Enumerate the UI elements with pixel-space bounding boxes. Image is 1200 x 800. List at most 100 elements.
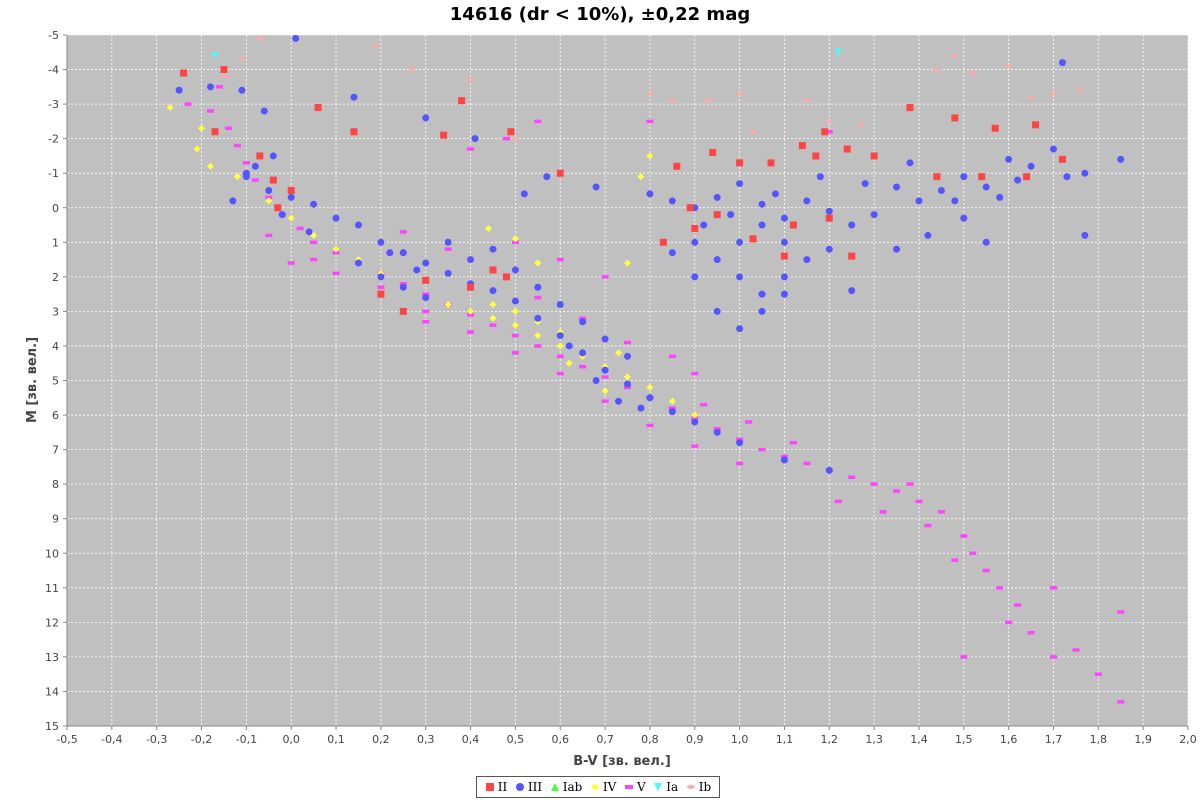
data-point-ii — [399, 307, 407, 315]
data-point-v — [534, 119, 542, 124]
x-tick-label: 1,2 — [821, 733, 839, 746]
data-point-v — [758, 447, 766, 452]
data-point-iii — [251, 162, 259, 170]
data-point-ib — [704, 98, 712, 103]
data-point-iv — [565, 359, 573, 367]
x-tick-label: 0,0 — [282, 733, 300, 746]
x-tick-label: 0,3 — [417, 733, 435, 746]
data-point-iii — [265, 186, 273, 194]
data-point-iii — [713, 428, 721, 436]
x-tick-label: 1,4 — [910, 733, 928, 746]
data-point-ii — [489, 266, 497, 274]
data-point-v — [467, 330, 475, 334]
data-point-v — [422, 320, 430, 324]
data-point-iv — [489, 314, 497, 322]
x-tick-label: -0,4 — [101, 733, 122, 746]
y-tick-label: 13 — [45, 651, 59, 664]
data-point-iii — [893, 183, 901, 191]
data-point-iv — [265, 197, 273, 205]
data-point-iii — [386, 249, 394, 257]
data-point-iv — [198, 124, 206, 132]
data-point-iii — [1005, 155, 1013, 163]
x-tick-label: 1,1 — [776, 733, 794, 746]
legend-label: IV — [602, 780, 617, 794]
data-point-iii — [906, 159, 914, 167]
data-point-ii — [736, 159, 744, 167]
data-point-v — [579, 364, 587, 369]
data-point-iii — [592, 377, 600, 384]
data-point-iii — [668, 197, 676, 205]
data-point-iii — [803, 256, 811, 264]
data-point-iv — [556, 342, 564, 350]
legend-label: Ib — [698, 780, 712, 794]
data-point-v — [1094, 672, 1102, 676]
data-point-ii — [377, 290, 385, 298]
x-tick-label: 0,2 — [372, 733, 390, 746]
data-point-ii — [350, 128, 358, 136]
data-point-v — [969, 551, 977, 555]
x-tick-label: 1,0 — [731, 733, 749, 746]
data-point-iv — [467, 307, 475, 315]
data-point-iv — [668, 397, 676, 405]
data-point-iii — [399, 283, 407, 291]
data-point-ii — [502, 273, 510, 281]
y-tick-label: 4 — [52, 340, 59, 353]
data-point-iii — [278, 211, 286, 219]
data-point-iii — [305, 228, 313, 236]
data-point-ii — [848, 252, 856, 260]
data-point-v — [745, 420, 753, 424]
data-point-iii — [489, 287, 497, 295]
data-point-iii — [592, 183, 600, 191]
data-point-ii — [467, 283, 475, 291]
y-axis-label: M [зв. вел.] — [25, 337, 40, 423]
data-point-ib — [467, 78, 475, 82]
legend-label: Ia — [666, 780, 679, 794]
legend-label: V — [636, 780, 646, 794]
data-point-ii — [825, 214, 833, 222]
data-point-v — [242, 161, 250, 165]
data-point-iv — [534, 259, 542, 267]
data-point-ii — [256, 152, 264, 160]
data-point-iii — [601, 335, 609, 343]
data-point-v — [556, 257, 564, 262]
data-point-iii — [624, 380, 631, 388]
data-point-v — [287, 261, 295, 265]
data-point-iii — [960, 214, 968, 222]
data-point-iii — [1063, 173, 1071, 181]
legend-item-iab: Iab — [550, 780, 583, 794]
data-point-iii — [713, 256, 721, 264]
data-point-iii — [556, 332, 564, 340]
data-point-v — [848, 475, 856, 479]
data-point-ib — [951, 53, 959, 58]
data-point-iii — [332, 214, 340, 222]
data-point-iv — [637, 173, 645, 181]
data-point-iv — [489, 300, 497, 308]
data-point-iii — [771, 190, 779, 198]
x-axis-label: B-V [зв. вел.] — [573, 754, 671, 769]
data-point-iii — [175, 86, 183, 94]
data-point-v — [332, 271, 340, 276]
data-point-v — [1049, 586, 1057, 590]
data-point-ii — [1023, 173, 1031, 181]
legend-label: II — [497, 780, 508, 794]
y-tick-label: -1 — [48, 167, 59, 180]
data-point-iii — [668, 408, 676, 416]
data-point-iii — [354, 259, 362, 267]
data-point-iii — [736, 238, 744, 246]
x-tick-label: 0,8 — [641, 733, 659, 746]
legend-item-iii: III — [515, 780, 542, 794]
data-point-iii — [1081, 169, 1089, 177]
data-point-iii — [668, 249, 676, 257]
legend-item-ii: II — [485, 780, 507, 794]
data-point-ib — [372, 43, 380, 48]
legend-label: Iab — [562, 780, 583, 794]
chart-title: 14616 (dr < 10%), ±0,22 mag — [449, 4, 751, 25]
data-point-iii — [825, 245, 833, 253]
legend-item-v: V — [624, 780, 646, 794]
data-point-iii — [780, 290, 788, 298]
data-point-ii — [812, 152, 820, 160]
data-point-iii — [960, 173, 968, 181]
data-point-iii — [377, 273, 385, 281]
data-point-ii — [870, 152, 878, 160]
data-point-iii — [870, 211, 878, 219]
